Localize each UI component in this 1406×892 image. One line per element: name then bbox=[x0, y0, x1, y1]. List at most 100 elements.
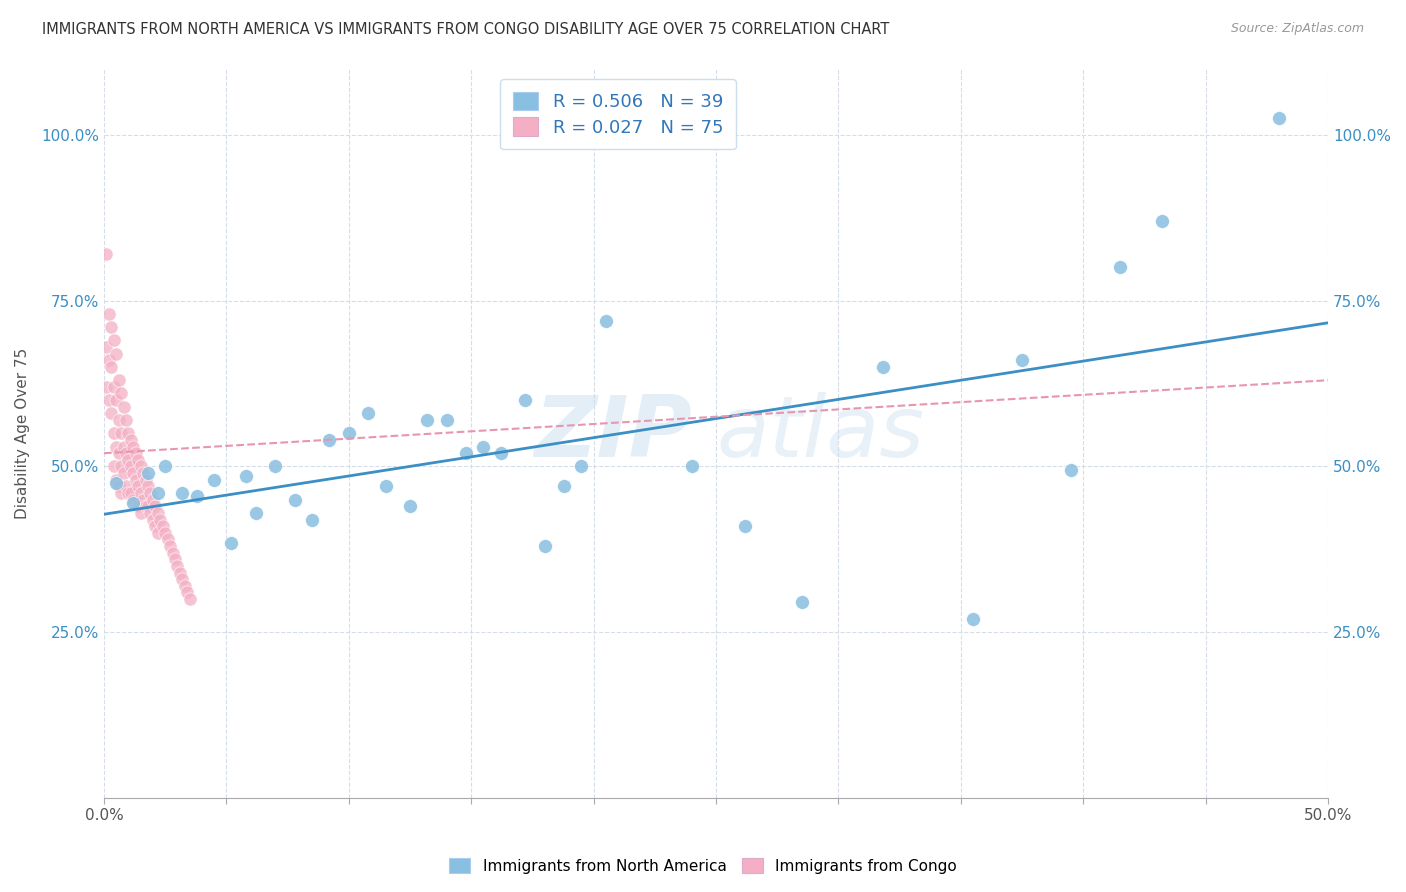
Point bbox=[97, 353, 120, 368]
Point bbox=[436, 413, 458, 427]
Point bbox=[159, 539, 181, 553]
Point bbox=[681, 459, 703, 474]
Point bbox=[135, 473, 157, 487]
Legend: R = 0.506   N = 39, R = 0.027   N = 75: R = 0.506 N = 39, R = 0.027 N = 75 bbox=[501, 79, 735, 149]
Point bbox=[301, 512, 323, 526]
Point bbox=[110, 459, 132, 474]
Point bbox=[132, 466, 155, 480]
Point bbox=[103, 459, 125, 474]
Point bbox=[162, 546, 184, 560]
Point bbox=[179, 592, 201, 607]
Point bbox=[136, 466, 159, 480]
Point bbox=[146, 525, 169, 540]
Point bbox=[136, 500, 159, 514]
Point bbox=[472, 440, 495, 454]
Point bbox=[186, 489, 208, 503]
Point bbox=[235, 469, 257, 483]
Point bbox=[337, 426, 360, 441]
Point bbox=[115, 479, 138, 493]
Point bbox=[145, 500, 167, 514]
Point bbox=[117, 452, 139, 467]
Point bbox=[571, 459, 593, 474]
Point bbox=[284, 492, 307, 507]
Point bbox=[107, 479, 129, 493]
Point bbox=[117, 426, 139, 441]
Point bbox=[136, 479, 159, 493]
Point bbox=[97, 307, 120, 321]
Point bbox=[245, 506, 267, 520]
Point bbox=[97, 393, 120, 408]
Point bbox=[132, 492, 155, 507]
Point bbox=[110, 426, 132, 441]
Point bbox=[489, 446, 512, 460]
Point bbox=[105, 347, 128, 361]
Point bbox=[120, 486, 142, 500]
Point bbox=[103, 334, 125, 348]
Point bbox=[96, 380, 118, 394]
Point bbox=[145, 519, 167, 533]
Point bbox=[115, 446, 138, 460]
Point bbox=[129, 506, 152, 520]
Point bbox=[872, 359, 894, 374]
Point bbox=[107, 446, 129, 460]
Point bbox=[1150, 214, 1173, 228]
Point bbox=[120, 433, 142, 447]
Point bbox=[115, 413, 138, 427]
Point bbox=[139, 506, 162, 520]
Point bbox=[146, 486, 169, 500]
Point bbox=[127, 452, 149, 467]
Point bbox=[105, 440, 128, 454]
Point bbox=[176, 585, 198, 599]
Point bbox=[1268, 112, 1291, 126]
Point bbox=[399, 500, 422, 514]
Point bbox=[456, 446, 478, 460]
Point bbox=[152, 519, 174, 533]
Legend: Immigrants from North America, Immigrants from Congo: Immigrants from North America, Immigrant… bbox=[443, 852, 963, 880]
Point bbox=[100, 359, 122, 374]
Point bbox=[125, 446, 148, 460]
Point bbox=[103, 380, 125, 394]
Point bbox=[112, 440, 135, 454]
Point bbox=[173, 579, 195, 593]
Point bbox=[125, 473, 148, 487]
Point bbox=[120, 459, 142, 474]
Point bbox=[139, 486, 162, 500]
Point bbox=[96, 340, 118, 354]
Point bbox=[122, 466, 145, 480]
Text: ZIP: ZIP bbox=[534, 392, 692, 475]
Point bbox=[122, 492, 145, 507]
Point bbox=[127, 500, 149, 514]
Point bbox=[135, 500, 157, 514]
Point bbox=[142, 492, 165, 507]
Point bbox=[129, 486, 152, 500]
Point bbox=[553, 479, 575, 493]
Point bbox=[533, 539, 555, 553]
Point bbox=[112, 466, 135, 480]
Point bbox=[122, 440, 145, 454]
Point bbox=[166, 558, 188, 573]
Point bbox=[122, 496, 145, 510]
Point bbox=[153, 525, 176, 540]
Point bbox=[172, 486, 194, 500]
Point bbox=[734, 519, 756, 533]
Y-axis label: Disability Age Over 75: Disability Age Over 75 bbox=[15, 348, 30, 519]
Point bbox=[107, 373, 129, 387]
Point bbox=[129, 459, 152, 474]
Point bbox=[107, 413, 129, 427]
Text: IMMIGRANTS FROM NORTH AMERICA VS IMMIGRANTS FROM CONGO DISABILITY AGE OVER 75 CO: IMMIGRANTS FROM NORTH AMERICA VS IMMIGRA… bbox=[42, 22, 890, 37]
Point bbox=[219, 535, 242, 549]
Point bbox=[264, 459, 287, 474]
Point bbox=[96, 247, 118, 261]
Point bbox=[105, 476, 128, 491]
Text: atlas: atlas bbox=[716, 392, 924, 475]
Point bbox=[153, 459, 176, 474]
Point bbox=[202, 473, 225, 487]
Point bbox=[110, 486, 132, 500]
Point bbox=[169, 566, 191, 580]
Point bbox=[110, 386, 132, 401]
Point bbox=[163, 552, 186, 566]
Point bbox=[962, 612, 984, 626]
Point bbox=[595, 313, 617, 327]
Text: Source: ZipAtlas.com: Source: ZipAtlas.com bbox=[1230, 22, 1364, 36]
Point bbox=[416, 413, 439, 427]
